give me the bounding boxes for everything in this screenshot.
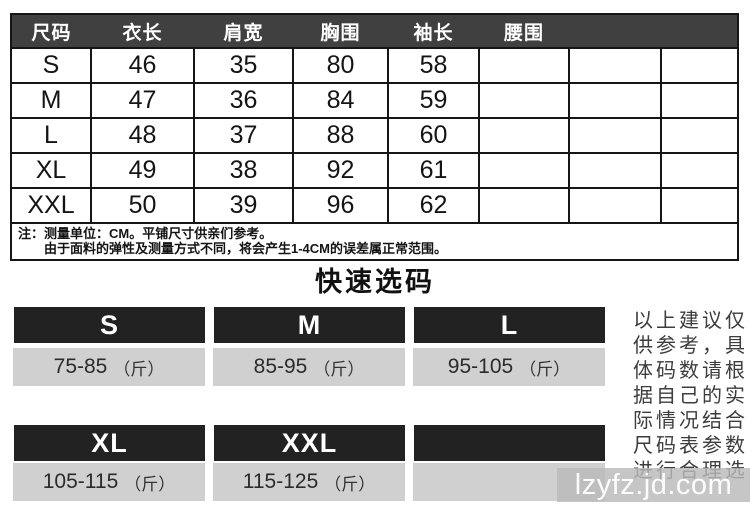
table-row-s: S 46 35 80 58 — [10, 47, 739, 84]
range-unit: （斤） — [113, 359, 165, 379]
measurement-cell — [568, 47, 662, 84]
column-header-empty — [661, 14, 738, 48]
measurement-cell: 92 — [292, 152, 389, 189]
column-header-waist: 腰围 — [479, 14, 569, 48]
size-bar-m: M — [214, 307, 405, 343]
note-line-2: 由于面料的弹性及测量方式不同，将会产生1-4CM的误差属正常范围。 — [44, 241, 448, 256]
range-value: 75-85 — [53, 355, 108, 378]
measurement-cell — [660, 187, 739, 224]
size-cell: M — [10, 82, 92, 119]
measurement-cell: 49 — [90, 152, 195, 189]
measurement-cell: 35 — [193, 47, 294, 84]
measurement-cell: 37 — [193, 117, 294, 154]
column-header-size: 尺码 — [11, 14, 91, 48]
range-unit: （斤） — [124, 474, 176, 494]
size-cell: S — [10, 47, 92, 84]
column-header-sleeve: 袖长 — [388, 14, 479, 48]
measurement-cell: 61 — [387, 152, 480, 189]
size-cell: L — [10, 117, 92, 154]
measurement-cell: 80 — [292, 47, 389, 84]
table-note-row: 注：测量单位：CM。平铺尺寸供亲们参考。 由于面料的弹性及测量方式不同，将会产生… — [10, 222, 739, 261]
range-unit: （斤） — [324, 474, 376, 494]
size-bar-s: S — [14, 307, 205, 343]
measurement-cell: 60 — [387, 117, 480, 154]
measurement-cell — [568, 152, 662, 189]
measurement-cell: 46 — [90, 47, 195, 84]
measurement-cell — [568, 82, 662, 119]
watermark-text: lzyfz.jd.com — [574, 468, 733, 501]
measurement-cell: 50 — [90, 187, 195, 224]
measurement-cell — [478, 47, 570, 84]
measurement-cell — [660, 82, 739, 119]
weight-range-m: 85-95 （斤） — [213, 348, 405, 386]
note-line-1: 注：测量单位：CM。平铺尺寸供亲们参考。 — [18, 226, 273, 241]
measurement-cell: 84 — [292, 82, 389, 119]
measurement-cell: 48 — [90, 117, 195, 154]
size-bar-l: L — [414, 307, 605, 343]
column-header-bust: 胸围 — [293, 14, 388, 48]
size-chart-table: 尺码 衣长 肩宽 胸围 袖长 腰围 S 46 35 80 58 — [10, 13, 739, 261]
size-cell: XL — [10, 152, 92, 189]
weight-range-s: 75-85 （斤） — [13, 348, 205, 386]
measurement-cell — [660, 152, 739, 189]
column-header-shoulder: 肩宽 — [194, 14, 293, 48]
size-bar-empty — [414, 425, 605, 461]
measurement-cell — [568, 187, 662, 224]
table-row-l: L 48 37 88 60 — [10, 117, 739, 154]
measurement-cell: 96 — [292, 187, 389, 224]
measurement-cell: 62 — [387, 187, 480, 224]
measurement-cell — [660, 117, 739, 154]
measurement-cell: 47 — [90, 82, 195, 119]
table-row-m: M 47 36 84 59 — [10, 82, 739, 119]
size-bar-xl: XL — [14, 425, 205, 461]
measurement-cell — [568, 117, 662, 154]
measurement-cell: 36 — [193, 82, 294, 119]
size-advisory-text: 以上建议仅供参考，具体码数请根据自己的实际情况结合尺码表参数进行合理选 — [633, 310, 748, 482]
size-cell: XXL — [10, 187, 92, 224]
quick-select-title: 快速选码 — [315, 267, 435, 297]
range-unit: （斤） — [519, 359, 571, 379]
measurement-note: 注：测量单位：CM。平铺尺寸供亲们参考。 由于面料的弹性及测量方式不同，将会产生… — [10, 222, 739, 261]
measurement-cell: 39 — [193, 187, 294, 224]
column-header-length: 衣长 — [91, 14, 194, 48]
range-value: 85-95 — [253, 355, 308, 378]
table-row-xxl: XXL 50 39 96 62 — [10, 187, 739, 224]
weight-range-xxl: 115-125 （斤） — [213, 463, 405, 501]
measurement-cell: 59 — [387, 82, 480, 119]
range-unit: （斤） — [313, 359, 365, 379]
table-header-row: 尺码 衣长 肩宽 胸围 袖长 腰围 — [11, 14, 738, 48]
range-value: 105-115 — [42, 470, 119, 493]
measurement-cell — [660, 47, 739, 84]
weight-range-l: 95-105 （斤） — [413, 348, 605, 386]
range-value: 115-125 — [242, 470, 319, 493]
measurement-cell: 88 — [292, 117, 389, 154]
measurement-cell: 38 — [193, 152, 294, 189]
measurement-cell — [478, 187, 570, 224]
range-value: 95-105 — [447, 355, 514, 378]
measurement-cell: 58 — [387, 47, 480, 84]
measurement-cell — [478, 82, 570, 119]
watermark-badge: lzyfz.jd.com — [557, 468, 750, 502]
measurement-cell — [478, 117, 570, 154]
size-bar-xxl: XXL — [214, 425, 405, 461]
table-row-xl: XL 49 38 92 61 — [10, 152, 739, 189]
measurement-cell — [478, 152, 570, 189]
weight-range-xl: 105-115 （斤） — [13, 463, 205, 501]
column-header-empty — [569, 14, 661, 48]
